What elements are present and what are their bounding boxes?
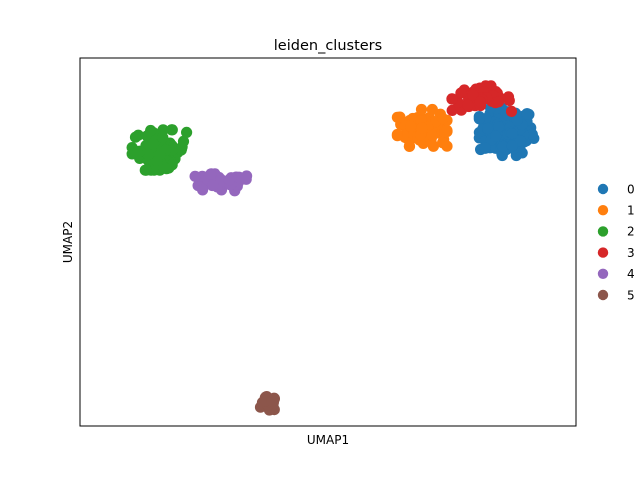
point-cluster-1 xyxy=(426,103,438,116)
legend-label: 1 xyxy=(627,204,635,218)
point-cluster-0 xyxy=(490,130,502,142)
legend-marker xyxy=(597,226,609,237)
point-cluster-0 xyxy=(521,108,533,120)
plot-frame xyxy=(79,57,577,427)
point-cluster-1 xyxy=(437,113,449,125)
point-cluster-1 xyxy=(403,140,415,152)
x-axis-label: UMAP1 xyxy=(307,433,349,447)
point-cluster-3 xyxy=(474,96,486,108)
point-cluster-1 xyxy=(437,137,449,149)
point-cluster-3 xyxy=(505,105,518,117)
legend-marker xyxy=(597,289,609,301)
legend-label: 0 xyxy=(627,182,635,196)
point-cluster-2 xyxy=(142,148,154,161)
legend-marker xyxy=(597,205,609,216)
series-2 xyxy=(126,124,193,176)
point-cluster-4 xyxy=(240,173,252,185)
y-axis-label: UMAP2 xyxy=(61,221,75,263)
point-cluster-0 xyxy=(482,122,494,135)
series-4 xyxy=(189,168,253,197)
point-cluster-1 xyxy=(416,122,428,134)
point-cluster-1 xyxy=(426,129,438,141)
legend-marker xyxy=(597,183,609,195)
legend-item-1: 1 xyxy=(597,204,635,218)
legend-item-0: 0 xyxy=(597,182,635,196)
point-cluster-4 xyxy=(207,179,219,191)
legend-marker xyxy=(597,268,609,279)
point-cluster-2 xyxy=(145,124,157,137)
series-0 xyxy=(473,102,540,162)
series-3 xyxy=(446,80,518,117)
point-cluster-0 xyxy=(506,128,518,140)
point-cluster-3 xyxy=(455,87,467,99)
point-cluster-0 xyxy=(473,113,485,125)
point-cluster-3 xyxy=(462,99,474,111)
point-cluster-1 xyxy=(415,103,428,116)
point-cluster-2 xyxy=(129,131,142,143)
legend-label: 2 xyxy=(627,225,635,239)
point-cluster-0 xyxy=(506,140,518,152)
legend-item-3: 3 xyxy=(597,246,635,260)
point-cluster-1 xyxy=(405,120,417,132)
point-cluster-2 xyxy=(140,164,152,176)
point-cluster-0 xyxy=(493,121,505,133)
point-cluster-4 xyxy=(204,168,217,180)
point-cluster-2 xyxy=(147,138,159,150)
point-cluster-4 xyxy=(189,170,201,182)
point-cluster-0 xyxy=(479,142,491,154)
legend-item-2: 2 xyxy=(597,225,635,239)
point-cluster-3 xyxy=(446,93,458,105)
point-cluster-1 xyxy=(391,128,403,141)
point-cluster-0 xyxy=(526,128,538,140)
point-cluster-4 xyxy=(197,184,209,196)
point-cluster-3 xyxy=(502,91,515,103)
point-cluster-0 xyxy=(497,140,509,153)
legend-label: 5 xyxy=(627,288,635,302)
scatter-points xyxy=(126,80,540,416)
legend-item-5: 5 xyxy=(597,288,635,302)
legend-item-4: 4 xyxy=(597,267,635,281)
legend-label: 3 xyxy=(627,246,635,260)
point-cluster-2 xyxy=(154,149,166,161)
point-cluster-2 xyxy=(166,124,178,136)
series-5 xyxy=(254,391,280,416)
point-cluster-5 xyxy=(266,395,278,407)
point-cluster-0 xyxy=(511,114,523,126)
point-cluster-1 xyxy=(394,111,406,123)
point-cluster-2 xyxy=(176,142,188,155)
point-cluster-4 xyxy=(223,174,235,186)
point-cluster-1 xyxy=(441,124,453,137)
point-cluster-3 xyxy=(467,89,479,101)
point-cluster-2 xyxy=(181,126,193,138)
legend-marker xyxy=(597,247,609,258)
point-cluster-4 xyxy=(215,173,227,186)
series-1 xyxy=(391,103,453,152)
point-cluster-2 xyxy=(148,164,160,176)
legend: 0 1 2 3 4 5 xyxy=(597,182,635,302)
point-cluster-2 xyxy=(157,124,169,136)
legend-label: 4 xyxy=(627,267,635,281)
point-cluster-2 xyxy=(131,147,143,159)
chart-title: leiden_clusters xyxy=(274,38,382,54)
point-cluster-3 xyxy=(492,96,505,108)
point-cluster-2 xyxy=(160,163,173,175)
